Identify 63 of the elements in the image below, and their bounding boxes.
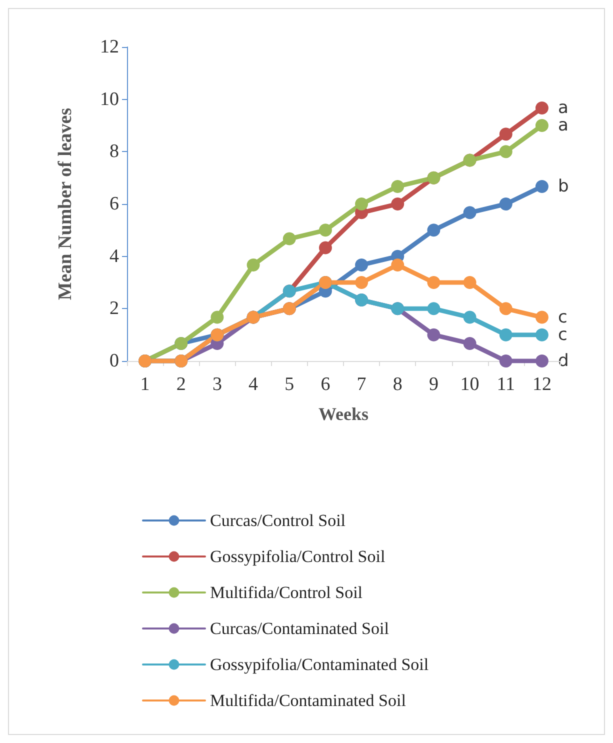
x-axis-title: Weeks [318, 404, 369, 424]
y-tick-label: 2 [110, 298, 119, 320]
legend-label: Curcas/Contaminated Soil [210, 619, 390, 638]
point [246, 258, 260, 272]
point [499, 354, 512, 368]
x-tick-label: 9 [428, 374, 438, 395]
point [463, 276, 476, 289]
annotation: c [558, 324, 568, 345]
annotation: c [558, 307, 568, 328]
point [391, 258, 404, 272]
annotation: a [558, 98, 568, 118]
point [427, 302, 440, 316]
point [535, 328, 548, 342]
point [499, 328, 512, 342]
y-tick-label: 4 [110, 246, 120, 267]
point [535, 354, 548, 368]
point [427, 224, 440, 237]
legend-label: Gossypifolia/Contaminated Soil [210, 655, 429, 674]
point [499, 198, 512, 210]
point [463, 336, 476, 350]
x-tick-label: 12 [532, 374, 552, 395]
point [355, 198, 368, 210]
point [427, 276, 440, 289]
y-tick-label: 0 [110, 350, 119, 372]
x-tick-label: 2 [176, 374, 186, 395]
y-tick-label: 6 [110, 194, 119, 214]
point [535, 101, 548, 114]
point [391, 198, 404, 210]
point [318, 224, 332, 237]
point [535, 119, 548, 132]
x-tick-label: 8 [392, 374, 402, 395]
x-tick-label: 4 [248, 374, 259, 395]
point [499, 145, 512, 158]
y-tick-label: 12 [100, 36, 119, 58]
annotation: a [558, 116, 568, 136]
point [355, 258, 368, 272]
point [463, 206, 476, 220]
x-tick-label: 1 [140, 374, 150, 395]
y-tick-label: 10 [100, 88, 119, 110]
y-axis-title: Mean Number of leaves [55, 108, 76, 300]
point [535, 310, 548, 324]
x-tick-label: 7 [356, 374, 366, 395]
annotation: b [558, 176, 569, 196]
legend-label: Multifida/Contaminated Soil [210, 691, 406, 710]
point [355, 276, 368, 289]
x-tick-label: 11 [496, 374, 516, 395]
x-tick-label: 6 [320, 374, 330, 395]
legend-label: Curcas/Control Soil [210, 511, 346, 530]
point [318, 241, 332, 254]
point [210, 310, 224, 324]
x-tick-label: 10 [460, 374, 480, 395]
y-tick-label: 8 [110, 141, 119, 162]
legend-label: Multifida/Control Soil [210, 583, 363, 602]
x-tick-label: 5 [284, 374, 294, 395]
point [427, 328, 440, 342]
point [499, 302, 512, 316]
point [463, 310, 476, 324]
point [535, 180, 548, 193]
point [499, 128, 512, 141]
point [391, 180, 404, 193]
x-tick-label: 3 [212, 374, 222, 395]
legend-label: Gossypifolia/Control Soil [210, 547, 386, 566]
point [282, 232, 296, 246]
